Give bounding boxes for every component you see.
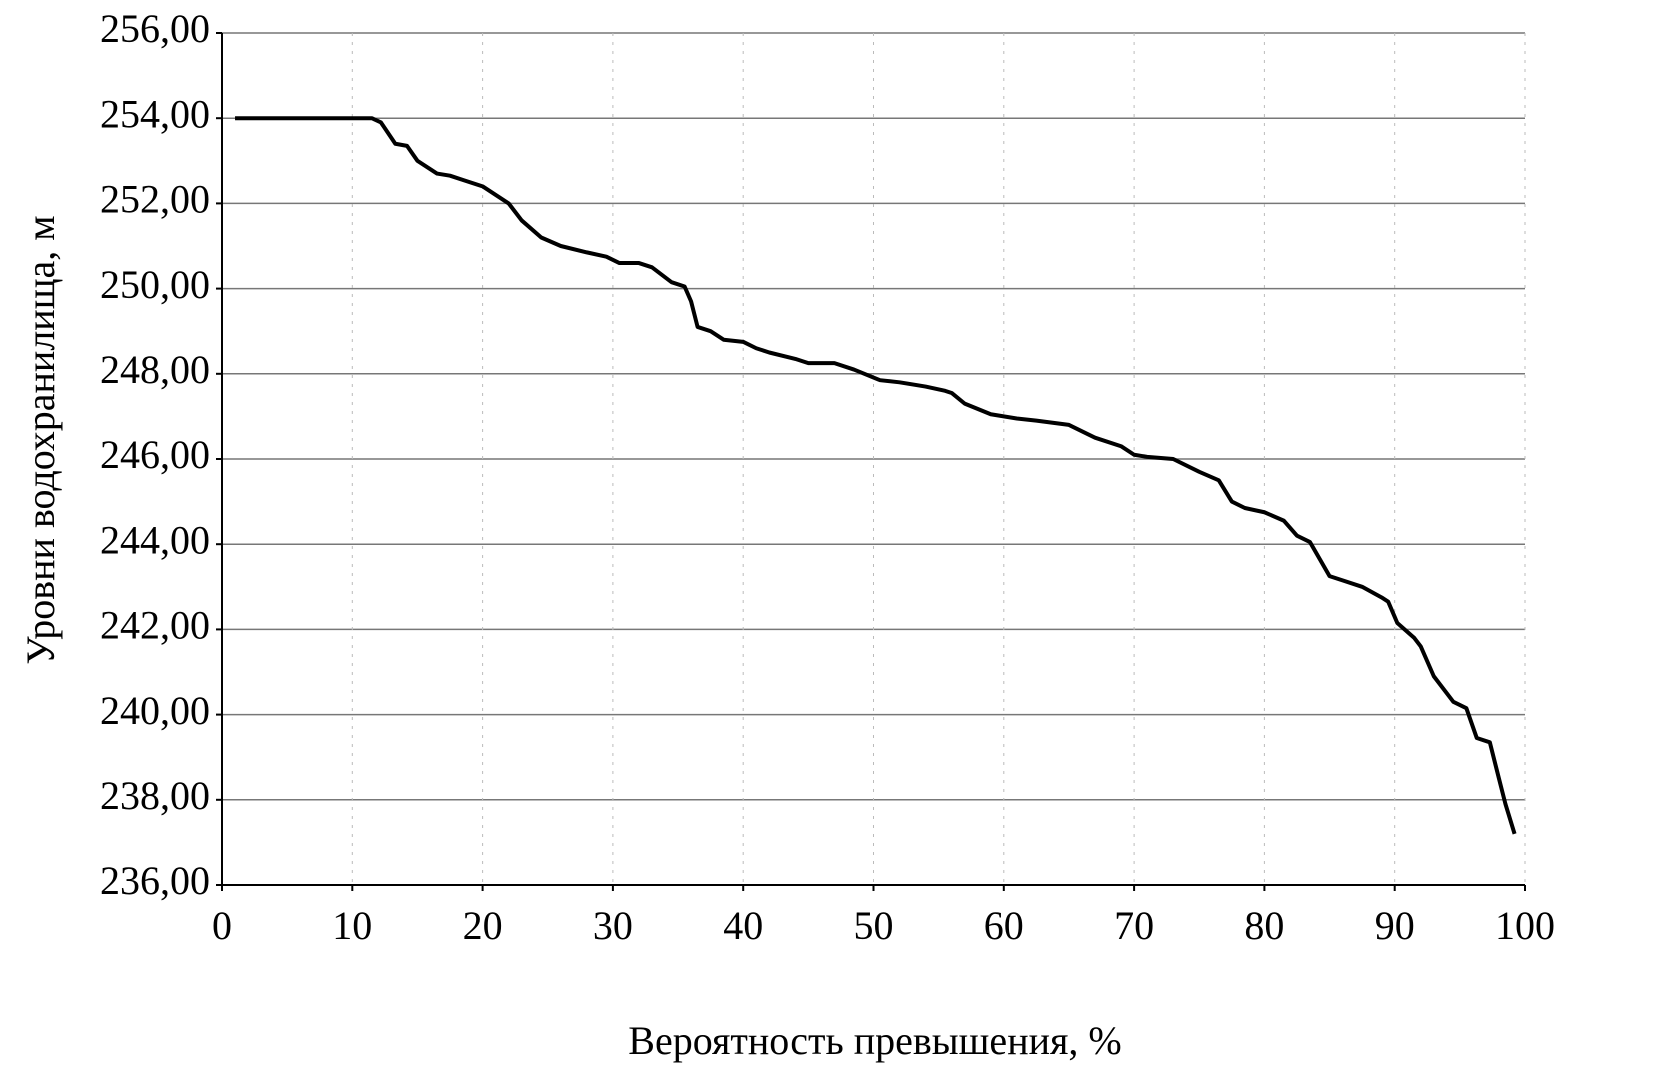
x-tick-label: 90 [1375,903,1415,948]
x-tick-label: 0 [212,903,232,948]
y-axis-label: Уровни водохранилища, м [18,215,63,664]
y-tick-label: 236,00 [100,858,210,903]
x-tick-label: 40 [723,903,763,948]
y-tick-label: 256,00 [100,6,210,51]
x-axis-label: Вероятность превышения, % [628,1018,1121,1063]
x-tick-label: 60 [984,903,1024,948]
x-tick-label: 70 [1114,903,1154,948]
y-tick-label: 248,00 [100,347,210,392]
y-tick-label: 242,00 [100,603,210,648]
data-line [235,116,1517,835]
y-tick-label: 246,00 [100,432,210,477]
x-tick-label: 10 [332,903,372,948]
y-tick-label: 250,00 [100,262,210,307]
y-tick-label: 254,00 [100,91,210,136]
x-tick-label: 100 [1495,903,1555,948]
y-tick-label: 252,00 [100,177,210,222]
y-tick-label: 244,00 [100,517,210,562]
x-tick-label: 80 [1244,903,1284,948]
x-tick-label: 50 [854,903,894,948]
y-tick-label: 238,00 [100,773,210,818]
y-tick-label: 240,00 [100,688,210,733]
x-tick-label: 20 [463,903,503,948]
x-tick-label: 30 [593,903,633,948]
